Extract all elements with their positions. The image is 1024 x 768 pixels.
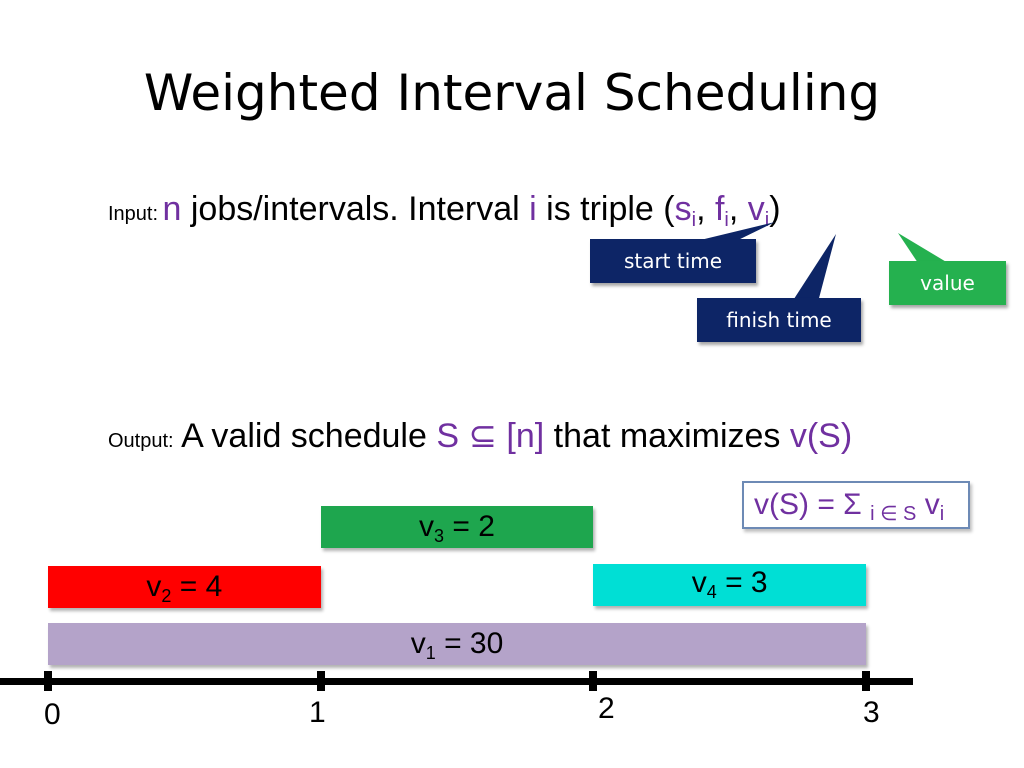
input-comma-2: , <box>728 190 748 228</box>
output-line: Output: A valid schedule S ⊆ [n] that ma… <box>108 416 852 456</box>
formula-rhs-sub: i <box>939 503 945 525</box>
output-text-2: that maximizes <box>544 417 790 455</box>
input-f: fi <box>714 190 729 231</box>
formula-rhs: v <box>916 488 940 521</box>
input-text-2: is triple ( <box>536 190 675 228</box>
finish-time-callout: finish time <box>697 298 861 342</box>
input-n: n <box>162 190 182 228</box>
start-time-pointer <box>688 222 775 243</box>
time-axis <box>0 678 913 685</box>
input-label: Input: <box>108 203 159 225</box>
axis-label-1: 1 <box>309 696 326 729</box>
axis-label-3: 3 <box>863 696 880 729</box>
input-comma-1: , <box>696 190 715 228</box>
output-vs: v(S) <box>789 417 853 455</box>
interval-bar-v3: v3 = 2 <box>320 506 594 548</box>
axis-tick-2 <box>589 671 598 691</box>
input-text-1: jobs/intervals. Interval <box>181 190 530 228</box>
output-label: Output: <box>108 430 174 452</box>
output-text-1: A valid schedule <box>173 417 437 455</box>
input-s: si <box>674 190 697 231</box>
interval-bar-v1: v1 = 30 <box>48 623 866 665</box>
value-callout: value <box>889 261 1006 305</box>
finish-time-pointer <box>792 234 836 302</box>
input-close: ) <box>769 190 781 228</box>
page-title: Weighted Interval Scheduling <box>143 64 881 122</box>
axis-tick-3 <box>862 671 870 691</box>
interval-bar-v2: v2 = 4 <box>48 566 321 608</box>
axis-label-0: 0 <box>44 698 61 731</box>
interval-bar-v4: v4 = 3 <box>593 564 866 606</box>
formula-sub: i ∈ S <box>870 503 917 525</box>
axis-tick-0 <box>44 671 52 691</box>
axis-label-2: 2 <box>598 692 615 725</box>
output-set: S ⊆ [n] <box>436 417 545 455</box>
input-i: i <box>529 190 537 228</box>
input-v: vi <box>747 190 770 231</box>
value-formula-box: v(S) = Σ i ∈ S vi <box>742 481 970 529</box>
axis-tick-1 <box>316 671 325 691</box>
formula-lhs: v(S) = Σ <box>754 488 871 521</box>
input-line: Input: n jobs/intervals. Interval i is t… <box>108 190 781 231</box>
value-pointer <box>898 233 948 263</box>
start-time-callout: start time <box>590 239 756 283</box>
